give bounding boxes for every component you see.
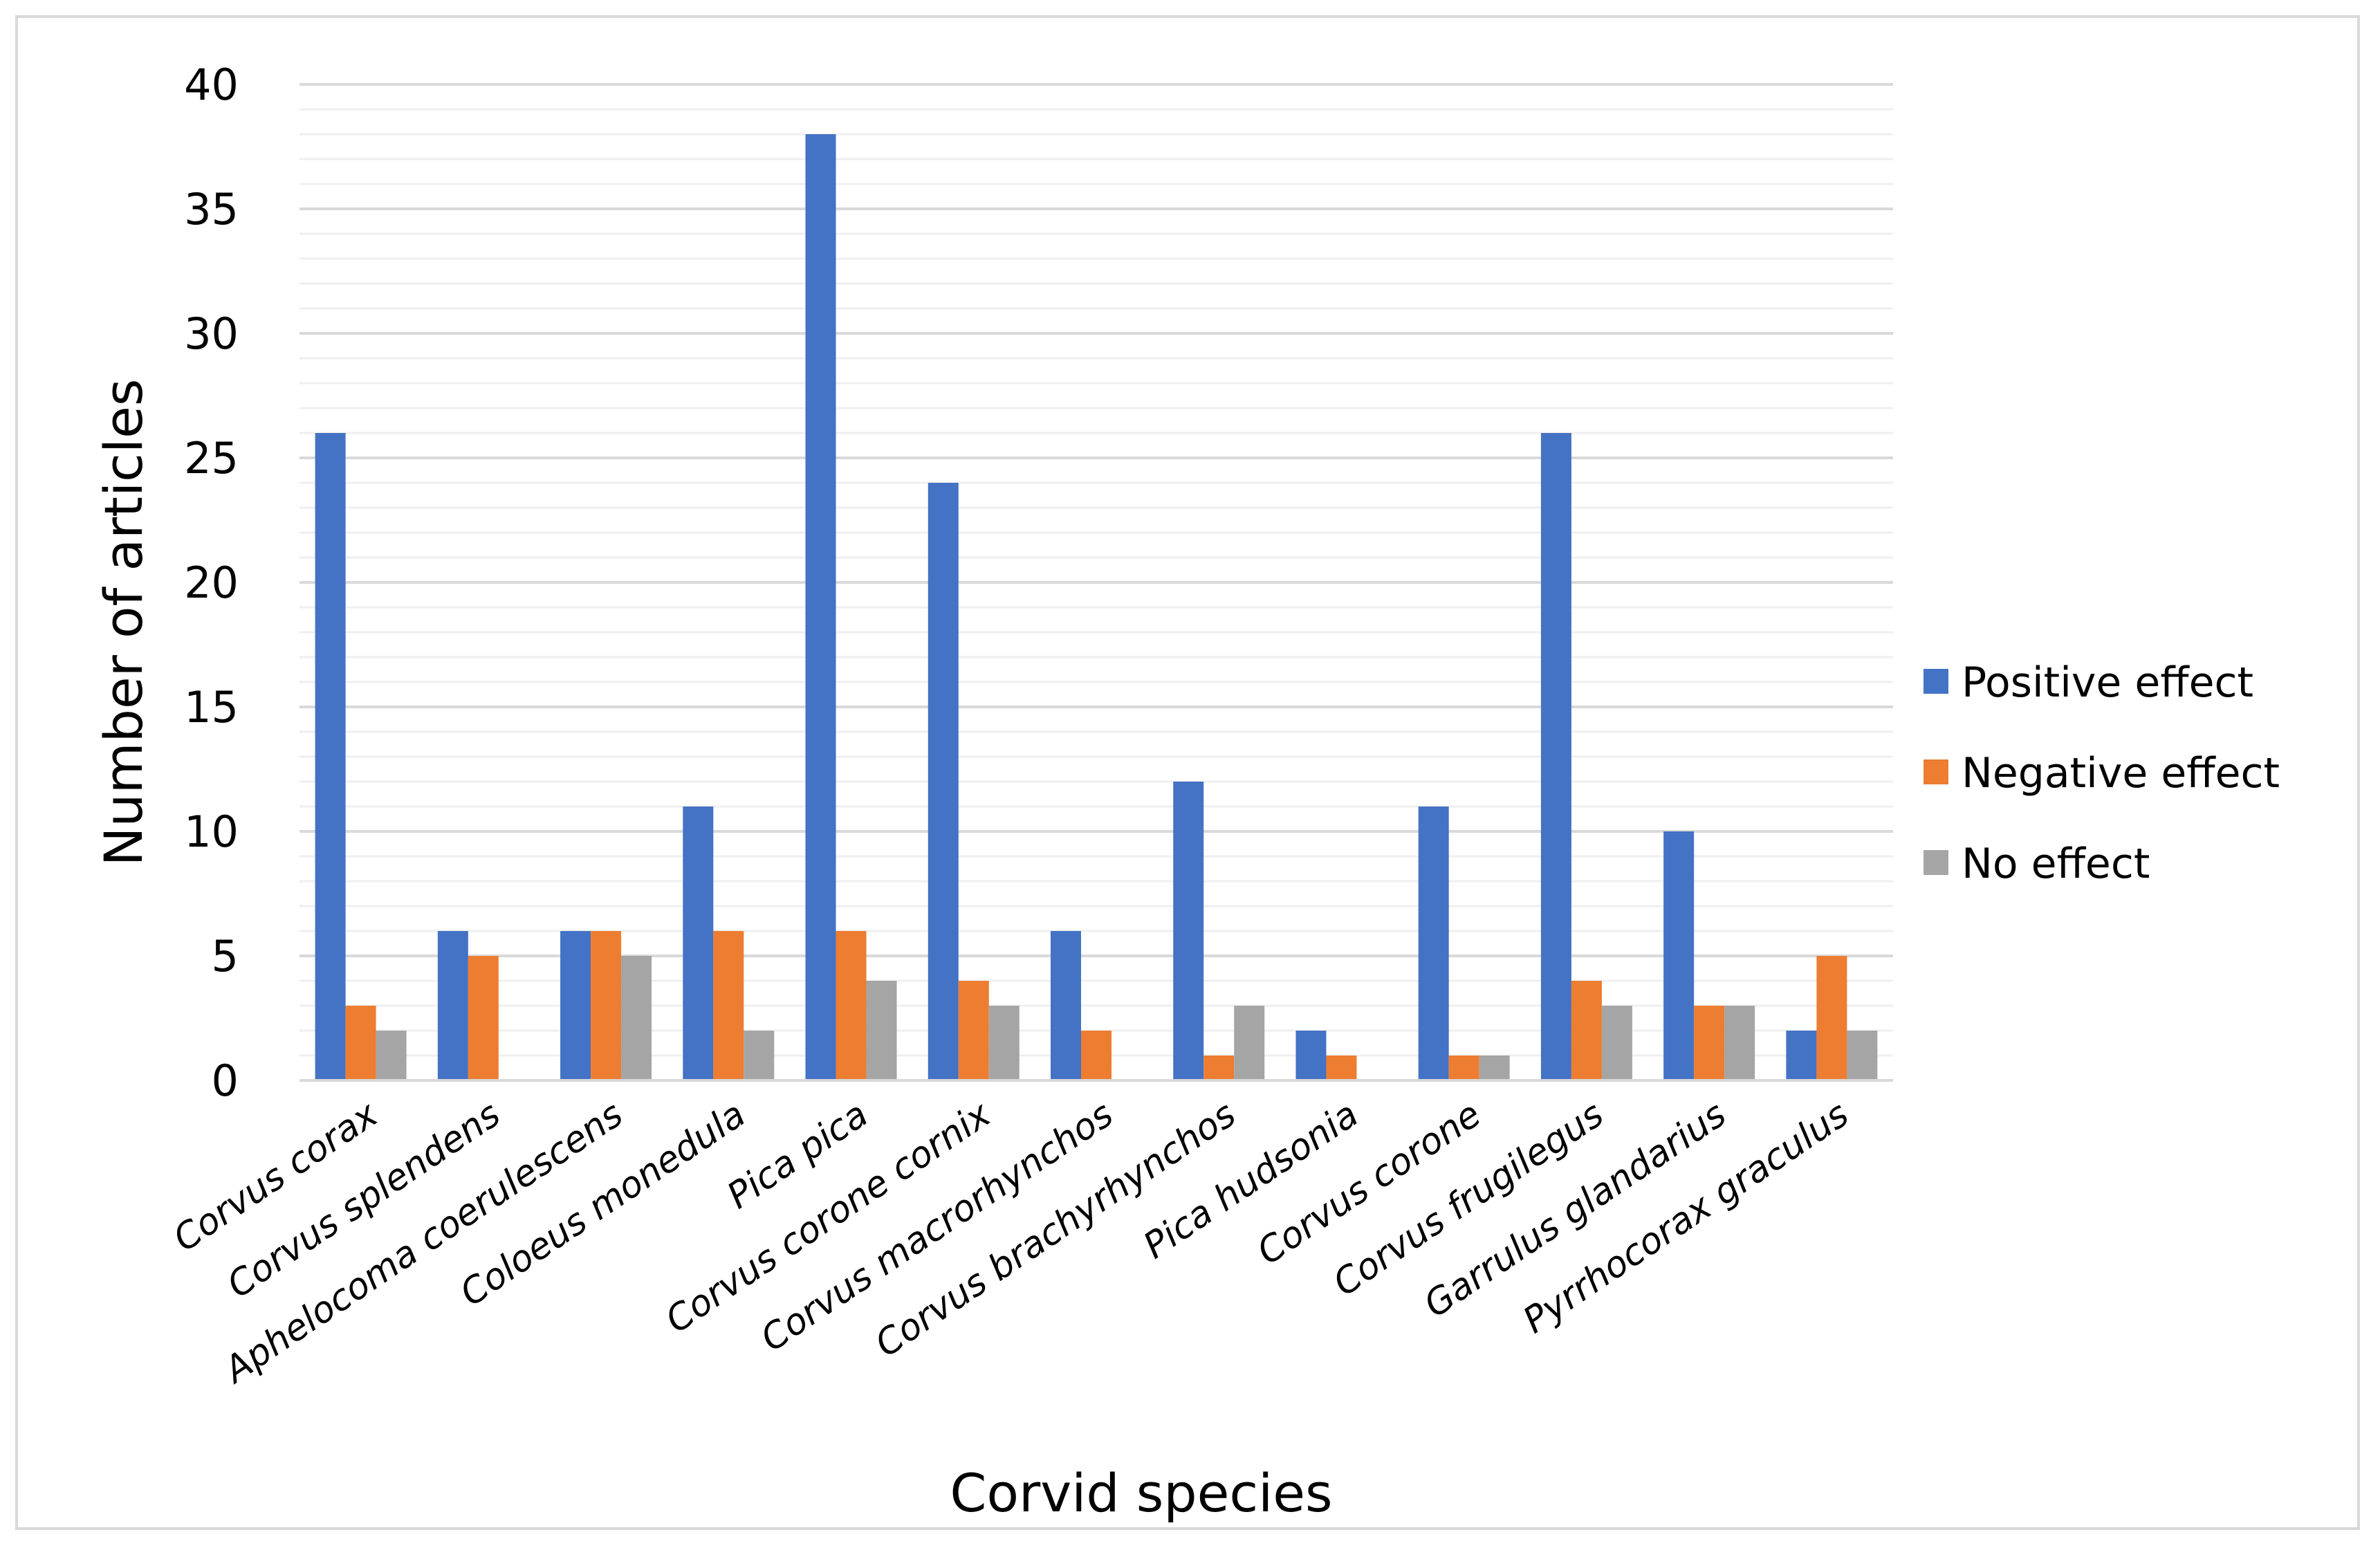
bar-no-effect [1601, 1006, 1632, 1080]
bar-negative-effect [1571, 981, 1602, 1080]
y-tick-label: 0 [212, 1056, 239, 1106]
bar-no-effect [621, 956, 652, 1080]
chart-frame [15, 15, 2360, 1530]
y-axis-tick-labels: 0 5 10 15 20 25 30 35 40 [184, 59, 239, 1106]
legend-label: No effect [1962, 840, 2150, 888]
bar-positive-effect [1295, 1031, 1327, 1080]
bar-no-effect [1479, 1056, 1510, 1080]
y-tick-label: 20 [184, 558, 239, 608]
bar-positive-effect [1418, 807, 1449, 1080]
bar-negative-effect [591, 931, 622, 1080]
bar-positive-effect [315, 433, 346, 1080]
y-tick-label: 15 [184, 682, 239, 732]
legend-label: Positive effect [1962, 658, 2253, 707]
y-tick-label: 40 [184, 59, 239, 110]
legend-swatch [1924, 669, 1948, 694]
bar-positive-effect [560, 931, 591, 1080]
bar-negative-effect [1694, 1006, 1725, 1080]
bar-positive-effect [928, 483, 959, 1080]
bar-positive-effect [1540, 433, 1571, 1080]
bar-positive-effect [1786, 1031, 1817, 1080]
legend: Positive effect Negative effect No effect [1924, 658, 2280, 888]
bar-no-effect [988, 1006, 1020, 1080]
bar-positive-effect [1051, 931, 1081, 1080]
x-axis-title: Corvid species [950, 1462, 1332, 1524]
bar-negative-effect [713, 931, 744, 1080]
bar-no-effect [1724, 1006, 1755, 1080]
bar-no-effect [1234, 1006, 1265, 1080]
legend-swatch [1924, 759, 1948, 784]
bar-negative-effect [1326, 1056, 1357, 1080]
bar-negative-effect [1203, 1056, 1235, 1080]
y-tick-label: 5 [212, 931, 239, 982]
y-tick-label: 25 [184, 433, 239, 483]
bar-positive-effect [437, 931, 468, 1080]
bar-no-effect [376, 1031, 407, 1080]
bar-negative-effect [468, 956, 499, 1080]
bar-positive-effect [1173, 782, 1204, 1080]
y-tick-label: 10 [184, 807, 239, 857]
bar-positive-effect [805, 134, 836, 1080]
legend-label: Negative effect [1962, 749, 2280, 798]
bar-no-effect [866, 981, 897, 1080]
y-tick-label: 35 [184, 184, 239, 234]
bar-negative-effect [1448, 1056, 1479, 1080]
y-tick-label: 30 [184, 308, 239, 359]
legend-swatch [1924, 850, 1948, 875]
bar-positive-effect [683, 807, 714, 1080]
major-gridlines [299, 83, 1893, 957]
bar-no-effect [1847, 1031, 1878, 1080]
y-axis-title: Number of articles [93, 379, 154, 867]
bar-negative-effect [1816, 956, 1847, 1080]
bar-positive-effect [1663, 831, 1695, 1080]
bar-negative-effect [1081, 1031, 1111, 1080]
bar-negative-effect [345, 1006, 376, 1080]
bar-negative-effect [836, 931, 867, 1080]
bar-no-effect [744, 1031, 775, 1080]
bar-negative-effect [958, 981, 989, 1080]
bars [315, 134, 1878, 1080]
